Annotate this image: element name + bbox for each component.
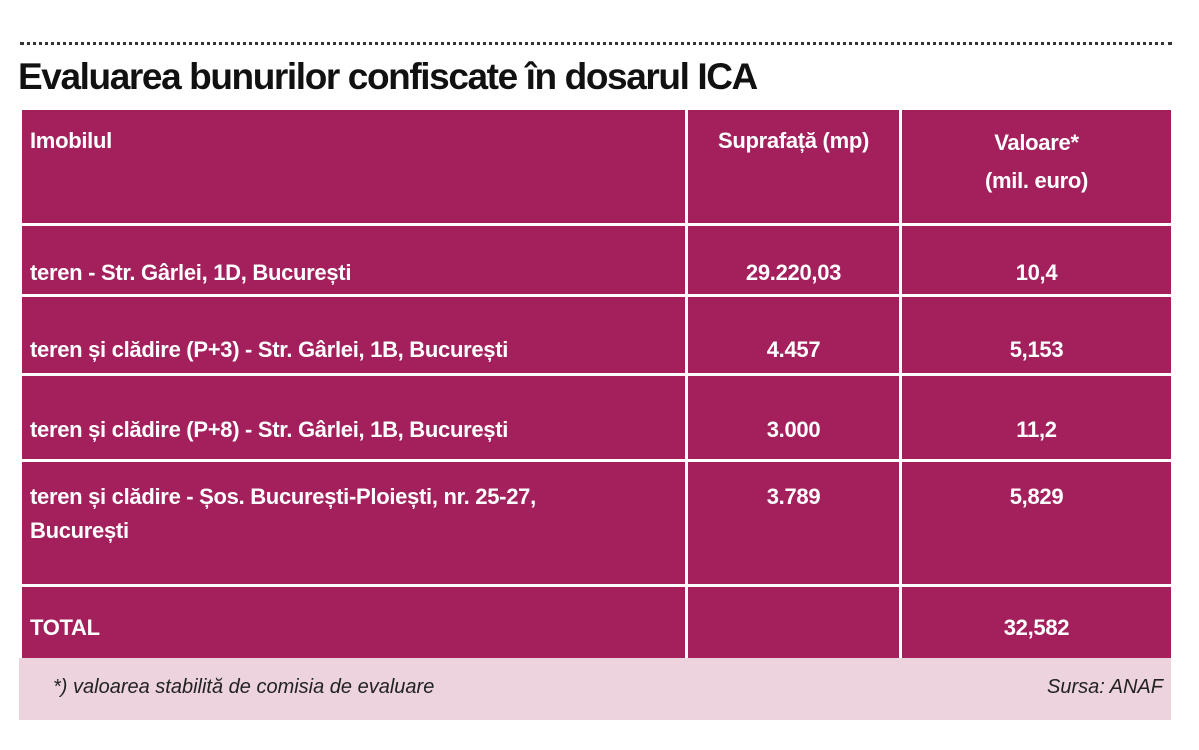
cell-value: 10,4 xyxy=(899,223,1174,297)
header-value-unit: (mil. euro) xyxy=(984,168,1089,193)
cell-area: 3.789 xyxy=(685,459,902,587)
source-credit: Sursa: ANAF xyxy=(1047,676,1163,698)
footer-note-bar: *) valoarea stabilită de comisia de eval… xyxy=(19,658,1171,720)
header-area: Suprafață (mp) xyxy=(685,107,902,226)
page-title: Evaluarea bunurilor confiscate în dosaru… xyxy=(18,56,758,97)
table-row: teren și clădire (P+8) - Str. Gârlei, 1B… xyxy=(19,373,1174,462)
cell-property: teren și clădire (P+3) - Str. Gârlei, 1B… xyxy=(19,294,688,376)
header-value: Valoare* (mil. euro) xyxy=(899,107,1174,226)
cell-area: 3.000 xyxy=(685,373,902,462)
cell-property-line1: teren și clădire - Șos. București-Ploieș… xyxy=(30,484,536,509)
table-row: teren și clădire - Șos. București-Ploieș… xyxy=(19,459,1174,587)
cell-area: 4.457 xyxy=(685,294,902,376)
table-row: teren - Str. Gârlei, 1D, București 29.22… xyxy=(19,223,1174,297)
cell-property: teren și clădire (P+8) - Str. Gârlei, 1B… xyxy=(19,373,688,462)
dotted-divider xyxy=(20,42,1172,45)
footnote: *) valoarea stabilită de comisia de eval… xyxy=(53,676,435,698)
cell-property: teren și clădire - Șos. București-Ploieș… xyxy=(19,459,688,587)
table-row: teren și clădire (P+3) - Str. Gârlei, 1B… xyxy=(19,294,1174,376)
valuation-table: Imobilul Suprafață (mp) Valoare* (mil. e… xyxy=(19,107,1174,687)
header-value-label: Valoare* xyxy=(994,130,1079,155)
cell-area: 29.220,03 xyxy=(685,223,902,297)
table-header-row: Imobilul Suprafață (mp) Valoare* (mil. e… xyxy=(19,107,1174,226)
header-property: Imobilul xyxy=(19,107,688,226)
cell-property-line2: București xyxy=(30,518,129,543)
cell-value: 11,2 xyxy=(899,373,1174,462)
cell-value: 5,153 xyxy=(899,294,1174,376)
cell-property: teren - Str. Gârlei, 1D, București xyxy=(19,223,688,297)
cell-value: 5,829 xyxy=(899,459,1174,587)
